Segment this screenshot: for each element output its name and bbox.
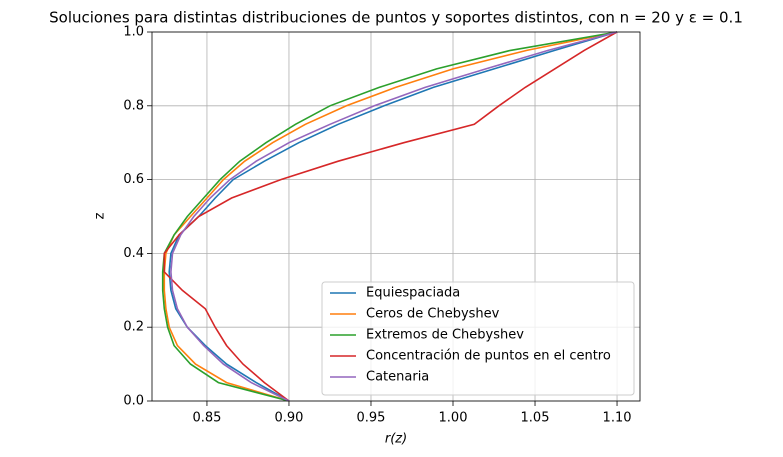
y-tick-label: 0.0 [123, 394, 144, 409]
x-axis-label: r(z) [385, 432, 407, 447]
line-series [161, 31, 618, 402]
line-series [163, 31, 618, 402]
line-series [170, 31, 618, 402]
y-tick-label: 0.2 [123, 320, 144, 335]
x-tick-label: 1.00 [439, 411, 468, 426]
legend-label: Ceros de Chebyshev [366, 307, 500, 322]
legend: Equiespaciada Ceros de Chebyshev Extremos … [321, 281, 635, 396]
legend-label: Concentración de puntos en el centro [366, 349, 611, 364]
y-axis-label: z [93, 212, 108, 219]
legend-box [321, 281, 635, 396]
chart-title: Soluciones para distintas distribuciones… [49, 9, 743, 27]
legend-label: Catenaria [366, 370, 429, 385]
legend-label: Extremos de Chebyshev [366, 328, 524, 343]
y-tick-label: 0.8 [123, 98, 144, 113]
plot-frame [151, 31, 641, 402]
y-tick-label: 0.6 [123, 172, 144, 187]
x-tick-label: 1.10 [603, 411, 632, 426]
line-series [163, 31, 618, 402]
y-tick-label: 0.4 [123, 246, 144, 261]
x-tick-label: 0.95 [357, 411, 386, 426]
x-tick-label: 0.90 [274, 411, 303, 426]
x-tick-label: 0.85 [192, 411, 221, 426]
legend-label: Equiespaciada [366, 286, 460, 301]
x-tick-label: 1.05 [521, 411, 550, 426]
y-tick-label: 1.0 [123, 25, 144, 40]
